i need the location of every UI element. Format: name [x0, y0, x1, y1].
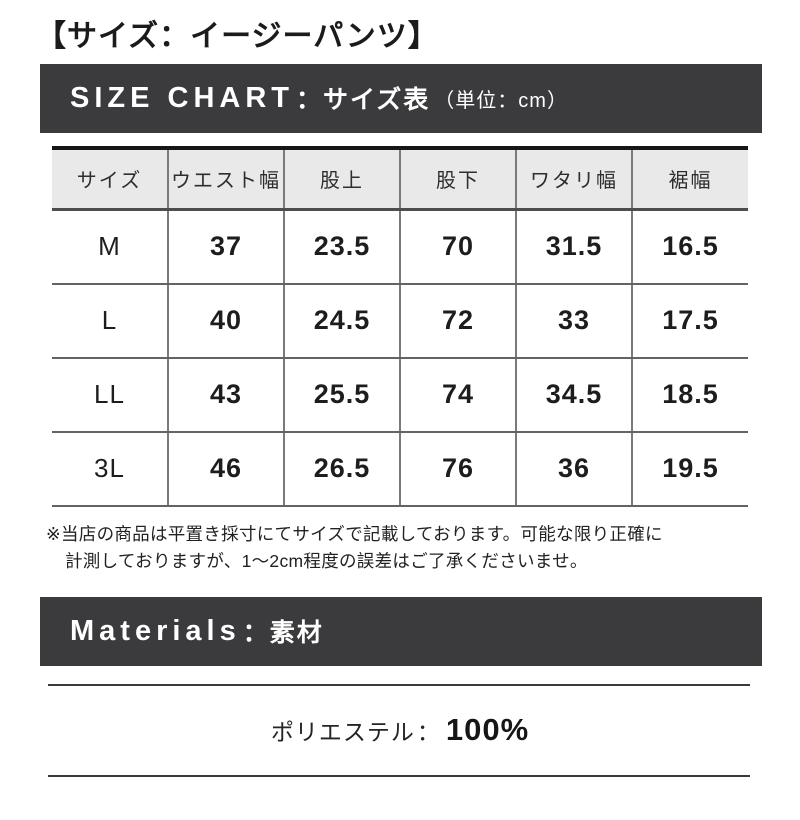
table-header-row: サイズ ウエスト幅 股上 股下 ワタリ幅 裾幅: [52, 147, 748, 211]
page-title: 【サイズ：イージーパンツ】: [36, 20, 439, 53]
measurement-disclaimer-note: ※当店の商品は平置き採寸にてサイズで記載しております。可能な限り正確に 計測して…: [46, 521, 800, 575]
size-chart-table: サイズ ウエスト幅 股上 股下 ワタリ幅 裾幅 M 37 23.5 70 31.…: [52, 145, 748, 507]
measurement-value: 40: [168, 283, 285, 359]
measurement-value: 24.5: [284, 283, 401, 359]
measurement-value: 76: [400, 431, 517, 507]
table-row: M 37 23.5 70 31.5 16.5: [52, 209, 748, 285]
measurement-value: 37: [168, 209, 285, 285]
material-composition: ポリエステル： 100%: [0, 712, 800, 748]
measurement-value: 43: [168, 357, 285, 433]
measurement-value: 74: [400, 357, 517, 433]
note-line-1: ※当店の商品は平置き採寸にてサイズで記載しております。可能な限り正確に: [46, 523, 663, 544]
size-chart-banner: SIZE CHART ： サイズ表 （単位：cm）: [40, 63, 762, 133]
measurement-value: 31.5: [516, 209, 633, 285]
column-header-hem: 裾幅: [632, 147, 748, 211]
column-header-rise: 股上: [284, 147, 401, 211]
measurement-value: 33: [516, 283, 633, 359]
divider-line-bottom: [48, 774, 750, 777]
materials-heading-separator: ：: [242, 619, 268, 648]
note-line-2: 計測しておりますが、1〜2cm程度の誤差はご了承くださいませ。: [65, 550, 588, 571]
measurement-value: 72: [400, 283, 517, 359]
column-header-waist: ウエスト幅: [168, 147, 285, 211]
table-row: L 40 24.5 72 33 17.5: [52, 283, 748, 359]
measurement-value: 23.5: [284, 209, 401, 285]
materials-heading-jp: 素材: [269, 619, 324, 648]
measurement-value: 26.5: [284, 431, 401, 507]
materials-heading-en: Materials: [70, 614, 241, 647]
measurement-value: 25.5: [284, 357, 401, 433]
measurement-value: 19.5: [632, 431, 748, 507]
size-label: 3L: [52, 431, 169, 507]
size-chart-heading-jp: サイズ表: [323, 86, 431, 114]
size-label: L: [52, 283, 169, 359]
size-chart-heading-en: SIZE CHART: [70, 81, 294, 114]
measurement-value: 36: [516, 431, 633, 507]
measurement-value: 17.5: [632, 283, 748, 359]
column-header-thigh: ワタリ幅: [516, 147, 633, 211]
size-chart-table-body: M 37 23.5 70 31.5 16.5 L 40 24.5 72 33 1…: [52, 209, 748, 507]
table-row: LL 43 25.5 74 34.5 18.5: [52, 357, 748, 433]
measurement-value: 34.5: [516, 357, 633, 433]
composition-separator: ：: [416, 718, 440, 745]
column-header-inseam: 股下: [400, 147, 517, 211]
size-chart-heading-separator: ：: [296, 86, 322, 114]
size-chart-unit-label: （単位：cm）: [434, 89, 568, 112]
size-label: M: [52, 209, 169, 285]
measurement-value: 70: [400, 209, 517, 285]
measurement-value: 18.5: [632, 357, 748, 433]
column-header-size: サイズ: [52, 147, 169, 211]
table-row: 3L 46 26.5 76 36 19.5: [52, 431, 748, 507]
material-percentage: 100%: [445, 711, 530, 747]
materials-banner: Materials ： 素材: [40, 596, 762, 666]
measurement-value: 46: [168, 431, 285, 507]
measurement-value: 16.5: [632, 209, 748, 285]
divider-line-top: [48, 683, 750, 686]
size-label: LL: [52, 357, 169, 433]
size-chart-table-head: サイズ ウエスト幅 股上 股下 ワタリ幅 裾幅: [52, 147, 748, 211]
material-name: ポリエステル: [270, 718, 415, 745]
